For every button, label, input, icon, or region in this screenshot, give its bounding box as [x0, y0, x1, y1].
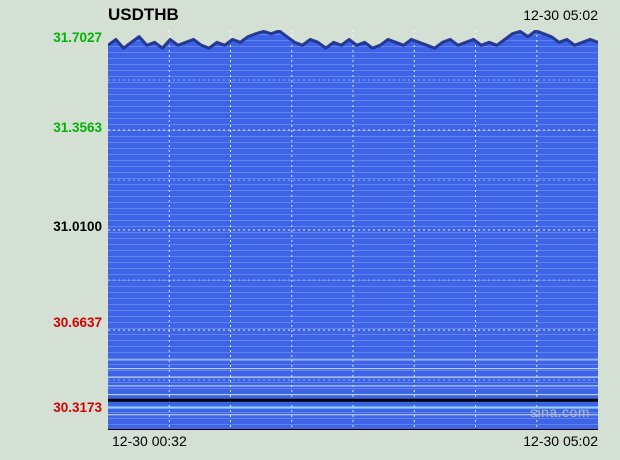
y-axis-label-lower: 30.6637 — [53, 315, 102, 330]
y-axis-label-mid: 31.0100 — [53, 219, 102, 234]
x-axis-label-end: 12-30 05:02 — [523, 433, 598, 449]
chart-title: USDTHB — [108, 5, 179, 24]
y-axis-label-upper: 31.3563 — [53, 120, 102, 135]
latest-timestamp: 12-30 05:02 — [523, 7, 598, 23]
price-area-chart — [108, 30, 598, 430]
y-axis-label-high: 31.7027 — [53, 30, 102, 45]
sina-watermark: sina.com — [529, 404, 590, 420]
y-axis-label-low: 30.3173 — [53, 400, 102, 415]
plot-area: sina.com — [108, 30, 598, 430]
x-axis-label-start: 12-30 00:32 — [112, 433, 187, 449]
